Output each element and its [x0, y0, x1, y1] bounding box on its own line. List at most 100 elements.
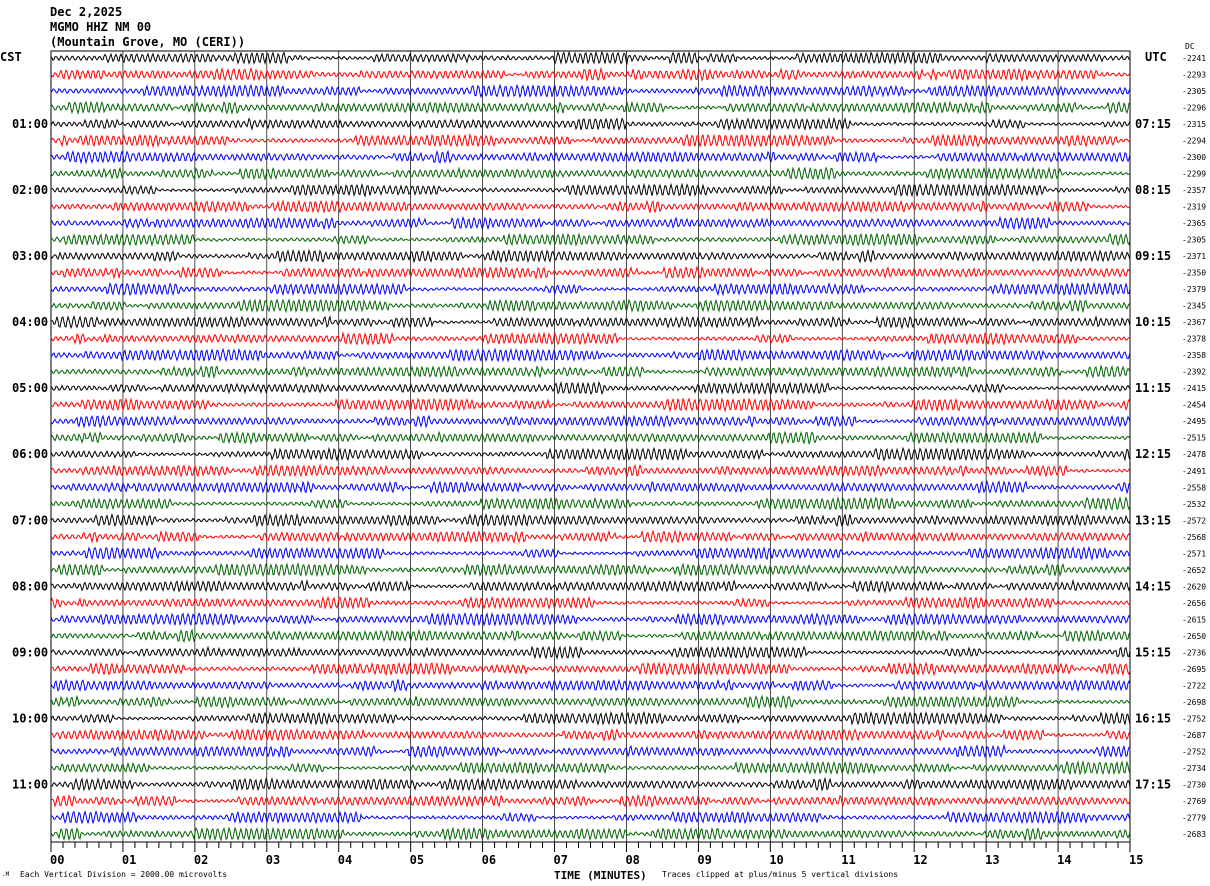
dc-offset-label: -2734 — [1182, 764, 1206, 773]
trace-line — [50, 166, 1131, 181]
dc-offset-label: -2293 — [1182, 71, 1206, 80]
trace-line — [50, 133, 1131, 149]
dc-offset-label: -2752 — [1182, 747, 1206, 756]
dc-offset-label: -2683 — [1182, 830, 1206, 839]
dc-offset-label: -2478 — [1182, 450, 1206, 459]
x-tick-label: 09 — [697, 853, 711, 867]
dc-offset-label: -2319 — [1182, 203, 1206, 212]
x-tick-label: 13 — [985, 853, 999, 867]
dc-offset-label: -2695 — [1182, 665, 1206, 674]
trace-line — [50, 397, 1131, 413]
dc-offset-label: -2241 — [1182, 54, 1206, 63]
cst-hour-label: 01:00 — [12, 117, 48, 131]
trace-line — [50, 66, 1131, 83]
trace-line — [50, 595, 1131, 610]
trace-line — [50, 100, 1131, 115]
dc-offset-label: -2378 — [1182, 335, 1206, 344]
location-label: (Mountain Grove, MO (CERI)) — [50, 35, 245, 49]
utc-hour-label: 16:15 — [1135, 711, 1171, 725]
utc-hour-label: 14:15 — [1135, 579, 1171, 593]
x-tick-label: 03 — [266, 853, 280, 867]
trace-line — [50, 314, 1131, 330]
x-tick-label: 05 — [410, 853, 424, 867]
trace-line — [50, 182, 1131, 198]
dc-offset-label: -2730 — [1182, 780, 1206, 789]
trace-line — [50, 480, 1131, 495]
trace-line — [50, 776, 1131, 792]
trace-line — [50, 561, 1131, 578]
trace-line — [50, 446, 1131, 462]
dc-offset-label: -2454 — [1182, 401, 1206, 410]
dc-offset-label: -2379 — [1182, 285, 1206, 294]
dc-offset-label: -2300 — [1182, 153, 1206, 162]
cst-hour-label: 04:00 — [12, 315, 48, 329]
dc-offset-label: -2299 — [1182, 170, 1206, 179]
trace-line — [50, 364, 1131, 380]
cst-hour-label: 09:00 — [12, 645, 48, 659]
trace-line — [50, 232, 1131, 247]
utc-axis-label: UTC — [1145, 50, 1167, 64]
trace-line — [50, 710, 1131, 726]
utc-hour-label: 10:15 — [1135, 315, 1171, 329]
scale-note: Each Vertical Division = 2000.00 microvo… — [20, 870, 227, 879]
dc-offset-label: -2769 — [1182, 797, 1206, 806]
trace-line — [50, 578, 1131, 594]
trace-line — [50, 414, 1131, 429]
dc-offset-label: -2558 — [1182, 483, 1206, 492]
utc-hour-label: 17:15 — [1135, 777, 1171, 791]
dc-offset-label: -2371 — [1182, 252, 1206, 261]
date-label: Dec 2,2025 — [50, 5, 122, 19]
cst-hour-label: 05:00 — [12, 381, 48, 395]
trace-line — [50, 248, 1131, 264]
x-tick-label: 10 — [769, 853, 783, 867]
dc-offset-label: -2650 — [1182, 632, 1206, 641]
dc-offset-label: -2532 — [1182, 500, 1206, 509]
cst-hour-label: 06:00 — [12, 447, 48, 461]
cst-axis-label: CST — [0, 50, 22, 64]
trace-line — [50, 430, 1131, 446]
trace-line — [50, 512, 1131, 528]
cst-hour-label: 08:00 — [12, 579, 48, 593]
x-tick-label: 02 — [194, 853, 208, 867]
trace-line — [50, 826, 1131, 842]
dc-offset-label: -2392 — [1182, 368, 1206, 377]
dc-offset-label: -2515 — [1182, 434, 1206, 443]
trace-line — [50, 347, 1131, 363]
trace-line — [50, 331, 1131, 347]
x-axis-title: TIME (MINUTES) — [554, 869, 647, 882]
x-tick-label: 04 — [338, 853, 352, 867]
trace-line — [50, 645, 1131, 660]
dc-offset-label: -2572 — [1182, 516, 1206, 525]
trace-line — [50, 694, 1131, 710]
trace-line — [50, 678, 1131, 693]
station-label: MGMO HHZ NM 00 — [50, 20, 151, 34]
dc-offset-label: -2345 — [1182, 302, 1206, 311]
x-tick-label: 15 — [1129, 853, 1143, 867]
logo-mark: .M — [2, 871, 10, 878]
trace-line — [50, 743, 1131, 759]
trace-line — [50, 760, 1131, 776]
trace-line — [50, 809, 1131, 825]
cst-hour-label: 07:00 — [12, 513, 48, 527]
trace-line — [50, 545, 1130, 561]
trace-line — [50, 661, 1131, 677]
trace-line — [50, 199, 1131, 215]
trace-line — [50, 215, 1131, 231]
trace-line — [50, 116, 1131, 132]
dc-offset-label: -2656 — [1182, 599, 1206, 608]
utc-hour-label: 11:15 — [1135, 381, 1171, 395]
x-tick-label: 14 — [1057, 853, 1071, 867]
trace-line — [50, 281, 1131, 297]
utc-hour-label: 08:15 — [1135, 183, 1171, 197]
dc-offset-label: -2568 — [1182, 533, 1206, 542]
dc-offset-label: -2495 — [1182, 417, 1206, 426]
dc-offset-label: -2296 — [1182, 104, 1206, 113]
x-tick-label: 07 — [554, 853, 568, 867]
dc-offset-label: -2305 — [1182, 236, 1206, 245]
dc-offset-label: -2315 — [1182, 120, 1206, 129]
dc-offset-label: -2357 — [1182, 186, 1206, 195]
x-tick-label: 08 — [625, 853, 639, 867]
x-tick-label: 06 — [482, 853, 496, 867]
dc-offset-label: -2615 — [1182, 615, 1206, 624]
utc-hour-label: 09:15 — [1135, 249, 1171, 263]
